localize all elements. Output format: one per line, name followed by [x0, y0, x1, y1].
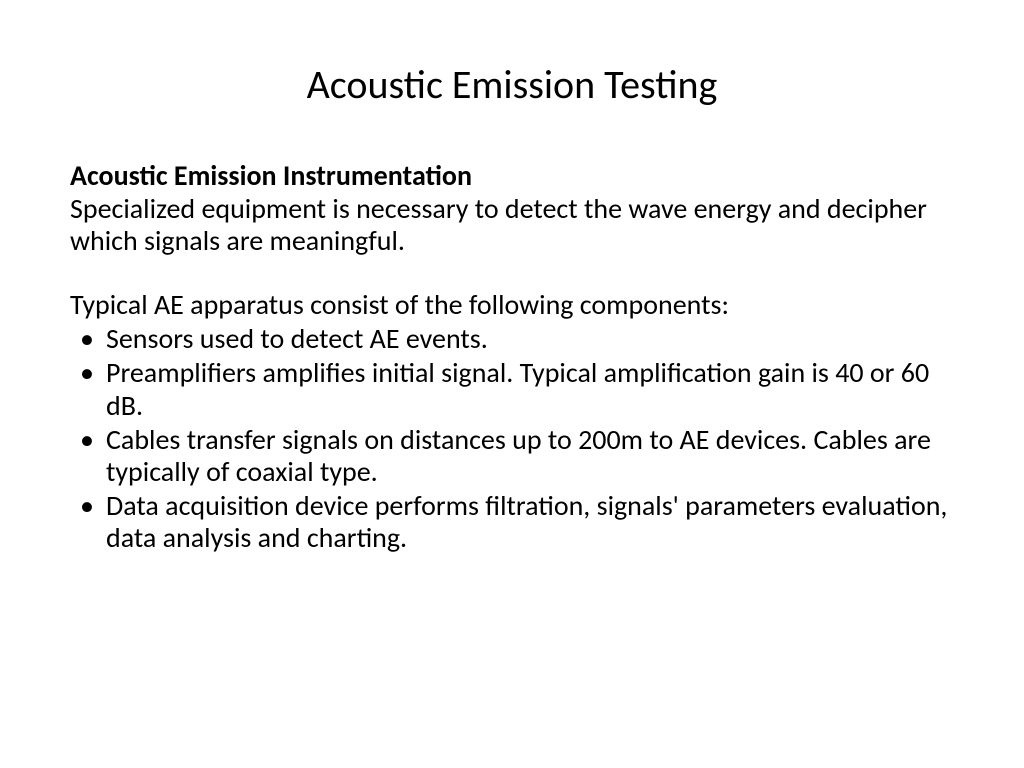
content-block: Acoustic Emission Instrumentation Specia… [70, 159, 954, 554]
list-item: Data acquisition device performs filtrat… [70, 490, 954, 554]
apparatus-intro: Typical AE apparatus consist of the foll… [70, 289, 954, 321]
bullet-list: Sensors used to detect AE events. Preamp… [70, 323, 954, 554]
intro-text: Specialized equipment is necessary to de… [70, 191, 927, 258]
slide-title: Acoustic Emission Testing [70, 60, 954, 109]
intro-paragraph: Acoustic Emission Instrumentation Specia… [70, 159, 954, 257]
section-heading: Acoustic Emission Instrumentation [70, 158, 472, 193]
list-item: Sensors used to detect AE events. [70, 323, 954, 355]
list-item: Cables transfer signals on distances up … [70, 424, 954, 488]
list-item: Preamplifiers amplifies initial signal. … [70, 357, 954, 421]
